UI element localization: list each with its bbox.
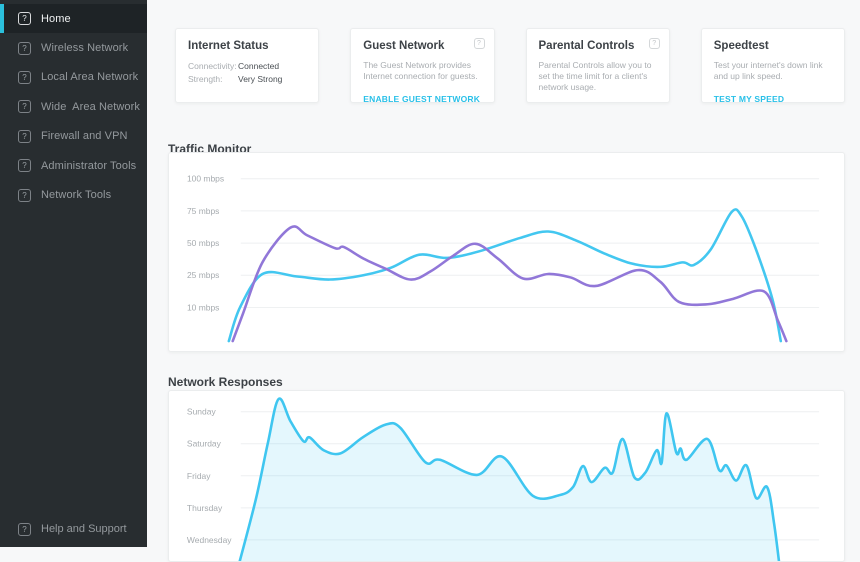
placeholder-icon: ? <box>18 70 31 84</box>
svg-text:25 mbps: 25 mbps <box>187 270 219 280</box>
placeholder-icon: ? <box>18 188 31 202</box>
traffic-monitor-chart: 100 mbps 75 mbps 50 mbps 25 mbps 10 mbps <box>168 152 845 352</box>
svg-text:50 mbps: 50 mbps <box>187 238 219 248</box>
svg-text:Friday: Friday <box>187 471 211 481</box>
sidebar-item-label: Wide Area Network <box>41 100 141 113</box>
sidebar-item-wide-area-network[interactable]: ? Wide Area Network <box>0 92 147 121</box>
connectivity-label: Connectivity: <box>188 61 237 71</box>
card-description: Parental Controls allow you to set the t… <box>538 60 652 92</box>
sidebar-item-label: Help and Support <box>41 523 127 535</box>
placeholder-icon: ? <box>18 159 31 173</box>
sidebar-item-label: Wireless Network <box>41 42 129 55</box>
enable-parental-controls-link[interactable]: ENABLE PARENTAL CONTROLS <box>539 100 657 102</box>
network-responses-title: Network Responses <box>168 374 283 389</box>
speedtest-card: Speedtest Test your internet's down link… <box>700 28 845 103</box>
placeholder-icon: ? <box>18 12 31 26</box>
card-title: Guest Network <box>363 40 445 52</box>
card-title: Internet Status <box>188 40 269 52</box>
card-description: The Guest Network provides Internet conn… <box>363 60 478 81</box>
placeholder-icon: ? <box>18 41 31 55</box>
sidebar-item-label: Home <box>41 12 71 25</box>
placeholder-icon: ? <box>18 100 31 114</box>
strength-label: Strength: <box>188 74 223 84</box>
card-title: Parental Controls <box>538 40 635 52</box>
strength-row: Strength: Very Strong <box>188 73 306 86</box>
connectivity-row: Connectivity: Connected <box>188 60 306 73</box>
connectivity-value: Connected <box>238 61 280 71</box>
svg-text:100 mbps: 100 mbps <box>187 174 224 184</box>
strength-value: Very Strong <box>238 74 283 84</box>
help-icon[interactable]: ? <box>648 38 660 49</box>
network-responses-chart: Sunday Saturday Friday Thursday Wednesday <box>168 390 845 562</box>
sidebar-item-network-tools[interactable]: ? Network Tools <box>0 180 147 209</box>
card-description: Test your internet's down link and up li… <box>713 60 823 81</box>
sidebar-item-label: Firewall and VPN <box>41 130 128 143</box>
main-area: Internet Status Connectivity: Connected … <box>147 0 860 562</box>
sidebar-nav: ? Home ? Wireless Network ? Local Area N… <box>0 0 147 210</box>
sidebar-item-local-area-network[interactable]: ? Local Area Network <box>0 63 147 92</box>
svg-text:Wednesday: Wednesday <box>187 535 232 545</box>
sidebar-item-home[interactable]: ? Home <box>0 4 147 34</box>
sidebar: ? Home ? Wireless Network ? Local Area N… <box>0 0 147 547</box>
svg-text:Thursday: Thursday <box>187 503 223 513</box>
svg-text:10 mbps: 10 mbps <box>187 302 219 312</box>
sidebar-item-firewall-and-vpn[interactable]: ? Firewall and VPN <box>0 122 147 151</box>
placeholder-icon: ? <box>18 129 31 143</box>
enable-guest-network-link[interactable]: ENABLE GUEST NETWORK <box>363 94 481 103</box>
sidebar-item-wireless-network[interactable]: ? Wireless Network <box>0 33 147 62</box>
internet-status-card: Internet Status Connectivity: Connected … <box>175 28 320 103</box>
help-icon[interactable]: ? <box>473 38 485 49</box>
status-cards-row: Internet Status Connectivity: Connected … <box>175 28 845 103</box>
sidebar-item-label: Local Area Network <box>41 71 139 84</box>
svg-text:Sunday: Sunday <box>187 407 217 417</box>
sidebar-item-label: Administrator Tools <box>41 159 137 172</box>
sidebar-item-label: Network Tools <box>41 189 112 202</box>
placeholder-icon: ? <box>18 522 31 536</box>
svg-text:Saturday: Saturday <box>187 439 222 449</box>
card-title: Speedtest <box>713 40 769 52</box>
svg-text:75 mbps: 75 mbps <box>187 206 219 216</box>
parental-controls-card: Parental Controls ? Parental Controls al… <box>525 28 670 103</box>
guest-network-card: Guest Network ? The Guest Network provid… <box>350 28 495 103</box>
test-my-speed-link[interactable]: TEST MY SPEED <box>713 94 785 103</box>
sidebar-item-administrator-tools[interactable]: ? Administrator Tools <box>0 151 147 180</box>
sidebar-item-help-and-support[interactable]: ? Help and Support <box>0 515 147 543</box>
